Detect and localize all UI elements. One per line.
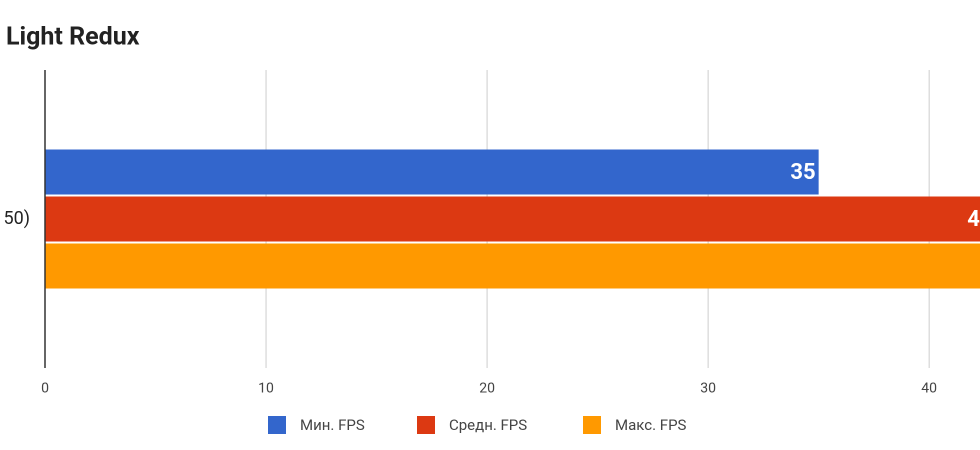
x-tick-label: 30 [700, 381, 716, 397]
x-tick-label: 0 [41, 381, 49, 397]
x-tick-label: 40 [921, 381, 937, 397]
bar [45, 243, 980, 289]
bar [45, 196, 980, 242]
legend-swatch [417, 416, 435, 434]
legend-label: Мин. FPS [300, 416, 365, 434]
data-label: 43 [967, 207, 980, 232]
y-tick-label: 50) [4, 208, 31, 229]
x-tick-label: 10 [258, 381, 274, 397]
data-label: 35 [790, 160, 815, 185]
legend-swatch [268, 416, 286, 434]
chart-title: Light Redux [6, 23, 140, 52]
legend-swatch [583, 416, 601, 434]
bar [45, 149, 819, 195]
legend-label: Средн. FPS [449, 416, 527, 434]
x-tick-label: 20 [479, 381, 495, 397]
legend-label: Макс. FPS [615, 416, 687, 434]
